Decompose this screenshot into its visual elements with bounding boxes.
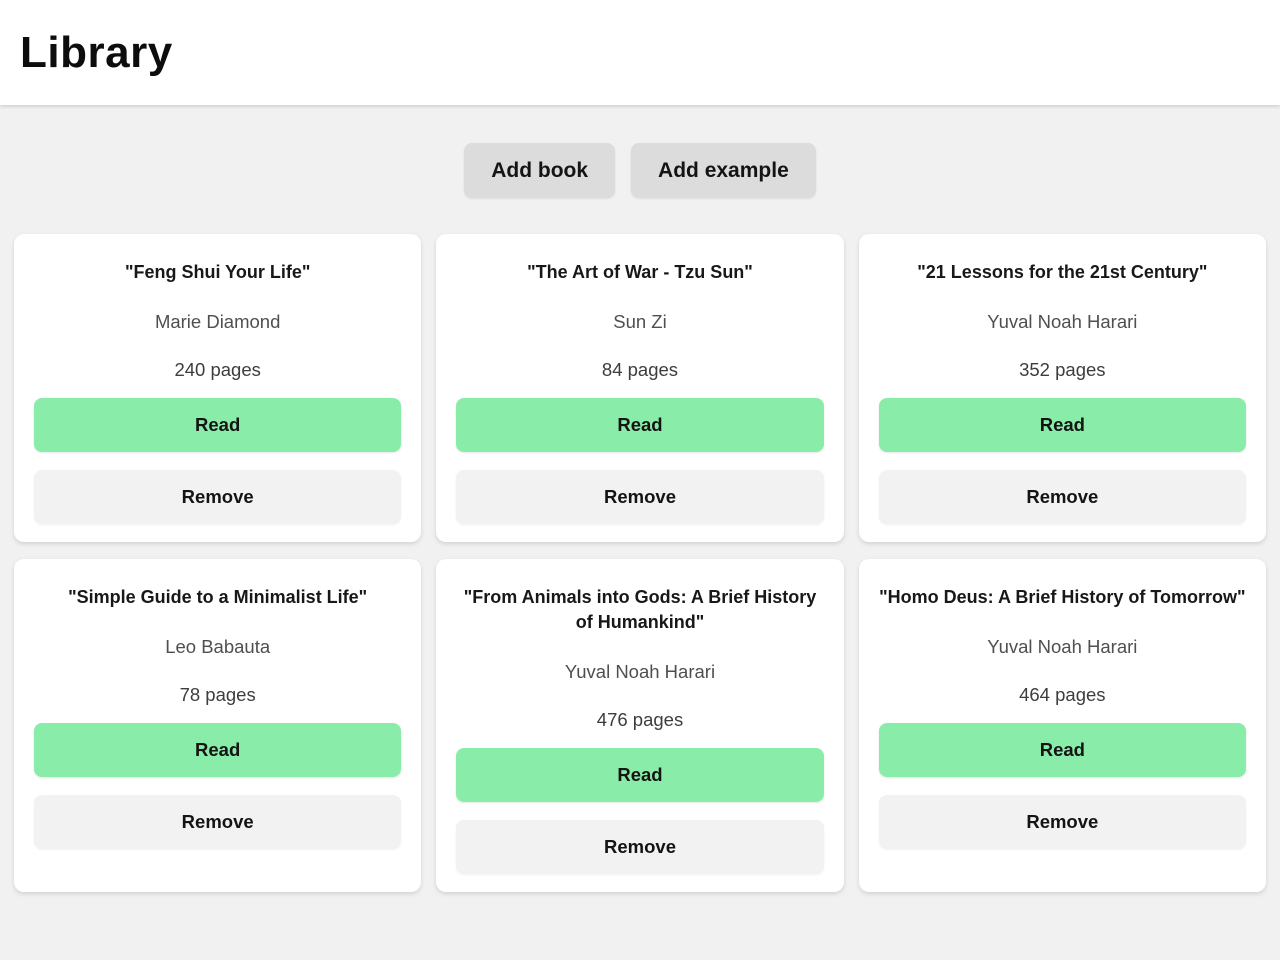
book-title: "Homo Deus: A Brief History of Tomorrow" [879, 587, 1246, 607]
book-title: "21 Lessons for the 21st Century" [917, 262, 1208, 282]
book-pages: 476 pages [596, 709, 684, 730]
book-title: "The Art of War - Tzu Sun" [527, 262, 753, 282]
book-author: Sun Zi [613, 311, 667, 332]
remove-button[interactable]: Remove [456, 820, 824, 874]
toolbar: Add book Add example [0, 143, 1280, 198]
read-button[interactable]: Read [456, 748, 824, 802]
book-title: "Simple Guide to a Minimalist Life" [68, 587, 368, 607]
read-button[interactable]: Read [34, 398, 402, 452]
read-button[interactable]: Read [456, 398, 824, 452]
book-card: "Feng Shui Your Life" Marie Diamond 240 … [14, 234, 422, 542]
read-button[interactable]: Read [34, 723, 402, 777]
book-card: "21 Lessons for the 21st Century" Yuval … [858, 234, 1266, 542]
book-pages: 240 pages [174, 359, 261, 380]
remove-button[interactable]: Remove [456, 470, 824, 524]
remove-button[interactable]: Remove [34, 795, 402, 849]
book-title: "Feng Shui Your Life" [124, 262, 311, 282]
book-pages: 78 pages [179, 684, 256, 705]
book-card: "Homo Deus: A Brief History of Tomorrow"… [858, 559, 1266, 892]
book-card: "From Animals into Gods: A Brief History… [436, 559, 844, 892]
book-author: Yuval Noah Harari [987, 311, 1138, 332]
page-title: Library [20, 27, 173, 77]
read-button[interactable]: Read [878, 398, 1246, 452]
add-book-button[interactable]: Add book [464, 143, 616, 198]
remove-button[interactable]: Remove [878, 470, 1246, 524]
book-pages: 464 pages [1019, 684, 1106, 705]
book-pages: 84 pages [601, 359, 679, 380]
book-cards-grid: "Feng Shui Your Life" Marie Diamond 240 … [14, 234, 1266, 892]
book-card: "Simple Guide to a Minimalist Life" Leo … [14, 559, 422, 892]
app-header: Library [0, 0, 1280, 105]
book-pages: 352 pages [1019, 359, 1106, 380]
add-example-button[interactable]: Add example [631, 143, 816, 198]
book-title: "From Animals into Gods: A Brief History… [463, 587, 817, 632]
book-author: Yuval Noah Harari [987, 636, 1138, 657]
book-author: Marie Diamond [154, 311, 281, 332]
book-author: Leo Babauta [165, 636, 271, 657]
remove-button[interactable]: Remove [878, 795, 1246, 849]
book-author: Yuval Noah Harari [564, 661, 716, 682]
read-button[interactable]: Read [878, 723, 1246, 777]
book-card: "The Art of War - Tzu Sun" Sun Zi 84 pag… [436, 234, 844, 542]
remove-button[interactable]: Remove [34, 470, 402, 524]
